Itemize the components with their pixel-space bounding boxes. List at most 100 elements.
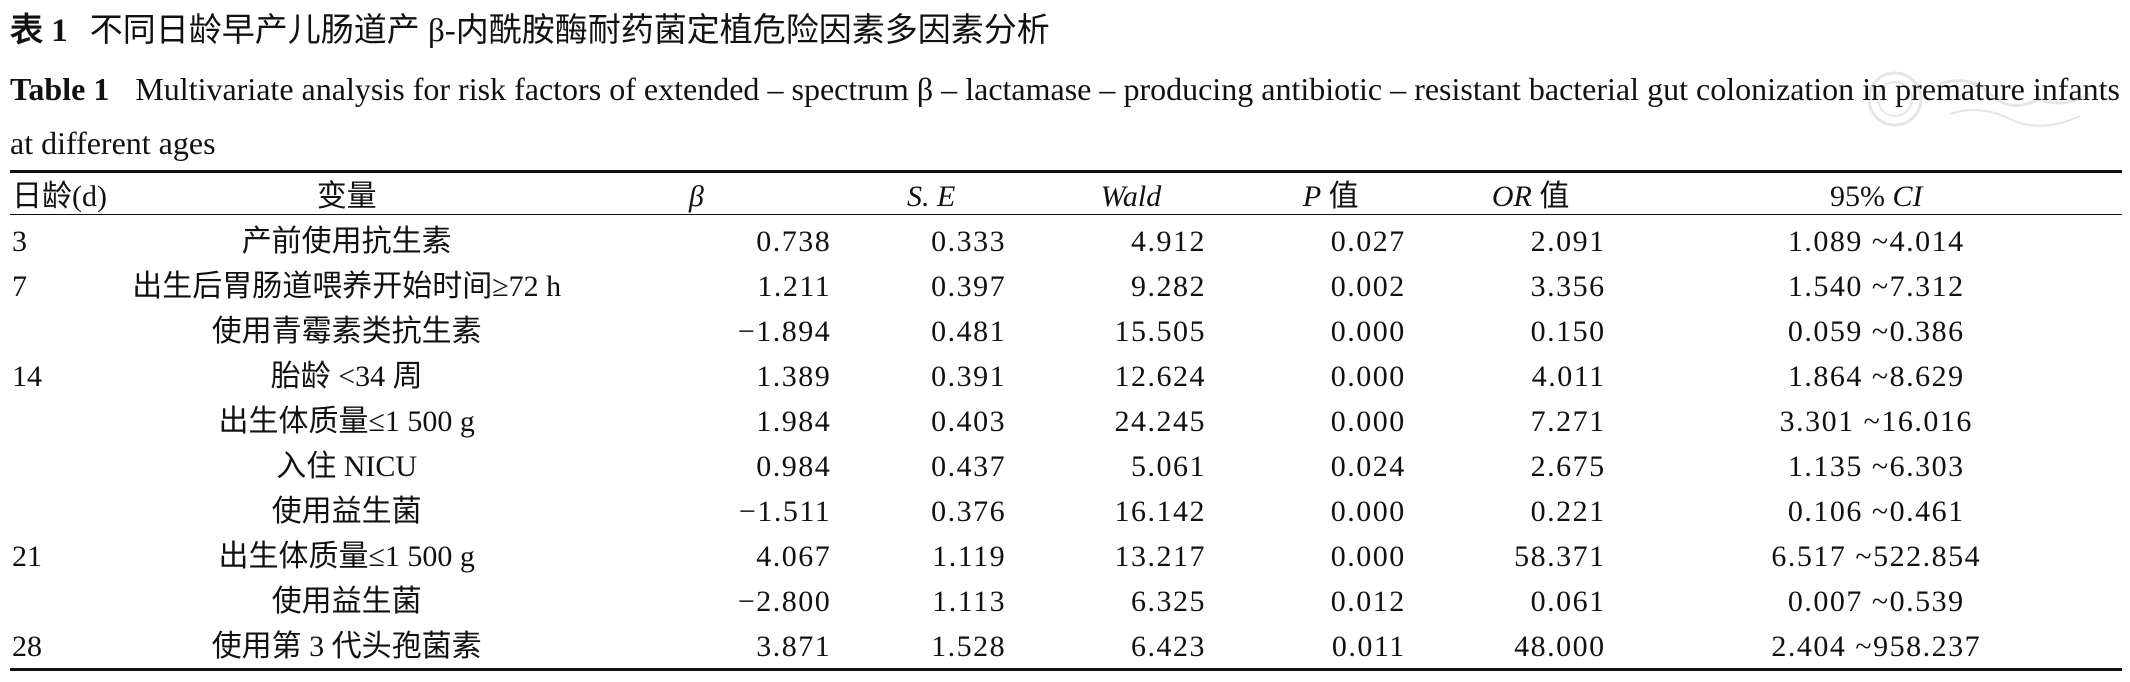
cell-age: 21 [12,540,42,573]
table-top-rule [10,170,2122,173]
cell-p-value-text: 0.024 [1330,450,1406,483]
cell-wald: 4.912 [1031,219,1231,264]
cell-ci: 1.135 ~6.303 [1787,450,1965,483]
cell-variable: 使用第 3 代头孢菌素 [211,630,482,663]
table-header-row: 日龄(d) 变量 β S. E Wald P 值 OR 值 95% CI [10,174,2122,219]
cell-or-value: 0.221 [1431,489,1631,534]
cell-beta: −2.800 [561,579,831,624]
cell-p-value: 0.000 [1231,399,1431,444]
cell-se-text: 0.391 [931,360,1007,393]
cell-beta-text: −1.894 [737,315,832,348]
cell-variable: 胎龄 <34 周 [270,360,423,393]
cell-wald-text: 16.142 [1114,495,1206,528]
cell-variable: 使用益生菌 [271,495,422,528]
cell-ci: 0.106 ~0.461 [1787,495,1965,528]
cell-wald-text: 9.282 [1130,270,1206,303]
cell-beta-text: 1.984 [756,405,832,438]
table-row: 出生体质量≤1 500 g 1.984 0.403 24.245 0.000 7.271 3… [10,399,2122,444]
journal-seal-watermark [1867,71,2091,127]
cell-beta-text: −2.800 [737,585,832,618]
cell-p-value-text: 0.000 [1330,405,1406,438]
cell-variable: 出生体质量≤1 500 g [218,405,475,438]
cell-p-value: 0.027 [1231,219,1431,264]
cell-variable: 使用益生菌 [271,585,422,618]
cell-wald-text: 24.245 [1114,405,1206,438]
header-p-symbol: P [1302,180,1322,213]
cell-or-value-text: 0.221 [1530,495,1606,528]
cell-beta-text: −1.511 [738,495,832,528]
header-ci-symbol: CI [1892,180,1923,213]
header-or: OR 值 [1431,174,1631,219]
cell-or-value-text: 0.061 [1530,585,1606,618]
cell-p-value: 0.002 [1231,264,1431,309]
header-ci-prefix: 95% [1830,180,1893,213]
cell-or-value-text: 3.356 [1530,270,1606,303]
table-row: 21 出生体质量≤1 500 g 4.067 1.119 13.217 0.000 58.3… [10,534,2122,579]
cell-ci: 6.517 ~522.854 [1771,540,1982,573]
cell-ci: 2.404 ~958.237 [1771,630,1982,663]
cell-p-value: 0.011 [1231,624,1431,669]
table-row: 3 产前使用抗生素 0.738 0.333 4.912 0.027 2.091 1.089 ~… [10,219,2122,264]
cell-p-value-text: 0.027 [1330,225,1406,258]
cell-or-value: 48.000 [1431,624,1631,669]
header-or-symbol: OR [1491,180,1532,213]
cell-se: 0.333 [831,219,1031,264]
header-p-suffix: 值 [1321,180,1359,213]
cell-ci: 1.089 ~4.014 [1787,225,1965,258]
cell-or-value-text: 0.150 [1530,315,1606,348]
cell-p-value-text: 0.000 [1330,315,1406,348]
table-label-english: Table 1 [10,71,110,107]
cell-or-value-text: 48.000 [1514,630,1606,663]
cell-se-text: 0.397 [931,270,1007,303]
cell-or-value: 7.271 [1431,399,1631,444]
cell-or-value: 58.371 [1431,534,1631,579]
cell-beta: −1.894 [561,309,831,354]
cell-se: 0.376 [831,489,1031,534]
cell-wald: 12.624 [1031,354,1231,399]
cell-wald: 24.245 [1031,399,1231,444]
cell-wald: 15.505 [1031,309,1231,354]
cell-ci: 0.007 ~0.539 [1787,585,1965,618]
table-row: 使用益生菌 −1.511 0.376 16.142 0.000 0.221 0.106 ~0… [10,489,2122,534]
header-se: S. E [906,180,956,213]
header-variable: 变量 [316,180,377,213]
cell-p-value-text: 0.011 [1331,630,1406,663]
cell-beta: 1.211 [561,264,831,309]
cell-or-value: 2.675 [1431,444,1631,489]
cell-se-text: 1.119 [932,540,1007,573]
table-header-rule [10,214,2122,215]
cell-wald-text: 6.325 [1130,585,1206,618]
header-p: P 值 [1231,174,1431,219]
table-row: 28 使用第 3 代头孢菌素 3.871 1.528 6.423 0.011 48.000 2… [10,624,2122,669]
table-title-chinese: 不同日龄早产儿肠道产 β-内酰胺酶耐药菌定植危险因素多因素分析 [89,13,1050,49]
cell-or-value-text: 4.011 [1531,360,1606,393]
table-bottom-rule [10,668,2122,671]
cell-or-value-text: 58.371 [1514,540,1606,573]
table-row: 入住 NICU 0.984 0.437 5.061 0.024 2.675 1.135 ~6… [10,444,2122,489]
cell-or-value: 4.011 [1431,354,1631,399]
cell-beta-text: 0.738 [756,225,832,258]
cell-or-value-text: 2.675 [1530,450,1606,483]
cell-ci: 3.301 ~16.016 [1779,405,1973,438]
cell-ci: 0.059 ~0.386 [1787,315,1965,348]
cell-se-text: 0.403 [931,405,1007,438]
cell-age: 14 [12,360,42,393]
table-row: 使用青霉素类抗生素 −1.894 0.481 15.505 0.000 0.150 0.05… [10,309,2122,354]
cell-se-text: 1.113 [932,585,1007,618]
cell-p-value: 0.000 [1231,354,1431,399]
cell-beta-text: 4.067 [756,540,832,573]
cell-age: 3 [12,225,27,258]
cell-beta-text: 0.984 [756,450,832,483]
cell-se: 0.481 [831,309,1031,354]
cell-wald: 16.142 [1031,489,1231,534]
cell-beta: 0.984 [561,444,831,489]
cell-or-value: 2.091 [1431,219,1631,264]
table-caption-english: Table 1 Multivariate analysis for risk fa… [10,62,2120,170]
cell-se: 0.403 [831,399,1031,444]
cell-se: 1.119 [831,534,1031,579]
cell-variable: 产前使用抗生素 [241,225,452,258]
cell-beta-text: 1.389 [756,360,832,393]
cell-se-text: 0.376 [931,495,1007,528]
table-caption-chinese: 表 1 不同日龄早产儿肠道产 β-内酰胺酶耐药菌定植危险因素多因素分析 [10,8,2120,54]
cell-se-text: 1.528 [931,630,1007,663]
